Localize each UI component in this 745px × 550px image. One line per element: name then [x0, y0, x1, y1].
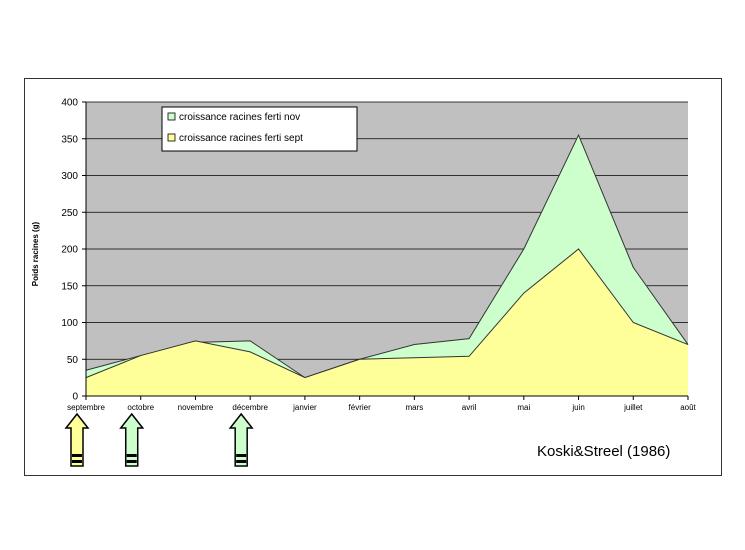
area-croissance-racines-ferti-sept: [86, 249, 688, 396]
x-tick-label: mai: [517, 403, 530, 412]
arrow-mark: [236, 454, 247, 457]
arrow-mark: [126, 460, 137, 463]
y-tick-label: 400: [61, 98, 78, 109]
arrow-mark: [72, 454, 82, 457]
y-tick-labels: 0 50 100 150 200 250 300 350 400: [61, 98, 78, 403]
fertilization-arrow: [64, 412, 90, 467]
arrow-mark: [72, 460, 82, 463]
legend-swatch: [167, 112, 176, 121]
chart-svg: 0 50 100 150 200 250 300 350 400 septembre octobr…: [31, 98, 697, 467]
chart-frame: 0 50 100 150 200 250 300 350 400 septembre octobr…: [24, 78, 722, 476]
x-tick-label: août: [680, 403, 696, 412]
x-tick-label: janvier: [292, 403, 317, 412]
y-tick-label: 350: [61, 134, 78, 145]
x-tick-label: décembre: [232, 403, 268, 412]
y-tick-label: 200: [61, 245, 78, 256]
y-tick-label: 250: [61, 208, 78, 219]
x-tick-label: septembre: [67, 403, 105, 412]
area-series: [85, 133, 689, 396]
x-tick-labels: septembre octobre novembre décembre janvier f…: [67, 403, 696, 412]
x-tick-label: avril: [462, 403, 477, 412]
legend-entry: croissance racines ferti nov: [179, 112, 300, 123]
y-tick-label: 150: [61, 281, 78, 292]
legend-entry: croissance racines ferti sept: [179, 133, 303, 144]
fertilization-arrow: [228, 412, 254, 467]
axes: [82, 101, 689, 400]
fertilization-arrow: [119, 412, 145, 467]
x-tick-label: juillet: [623, 403, 643, 412]
x-tick-label: juin: [571, 403, 584, 412]
legend: croissance racines ferti nov croissance r…: [161, 106, 358, 152]
x-tick-label: novembre: [178, 403, 214, 412]
y-tick-label: 100: [61, 318, 78, 329]
arrow-mark: [236, 460, 247, 463]
x-tick-label: octobre: [127, 403, 154, 412]
y-tick-label: 0: [72, 392, 78, 403]
series-line: [85, 248, 689, 379]
x-tick-label: février: [349, 403, 372, 412]
legend-box: [161, 106, 358, 152]
fertilization-arrows: [64, 412, 254, 467]
y-tick-label: 50: [67, 355, 79, 366]
x-tick-label: mars: [405, 403, 423, 412]
y-axis-label: Poids racines (g): [31, 221, 40, 286]
citation-label: Koski&Streel (1986): [537, 443, 670, 460]
legend-swatch: [167, 133, 176, 142]
arrow-mark: [126, 454, 137, 457]
y-tick-label: 300: [61, 171, 78, 182]
